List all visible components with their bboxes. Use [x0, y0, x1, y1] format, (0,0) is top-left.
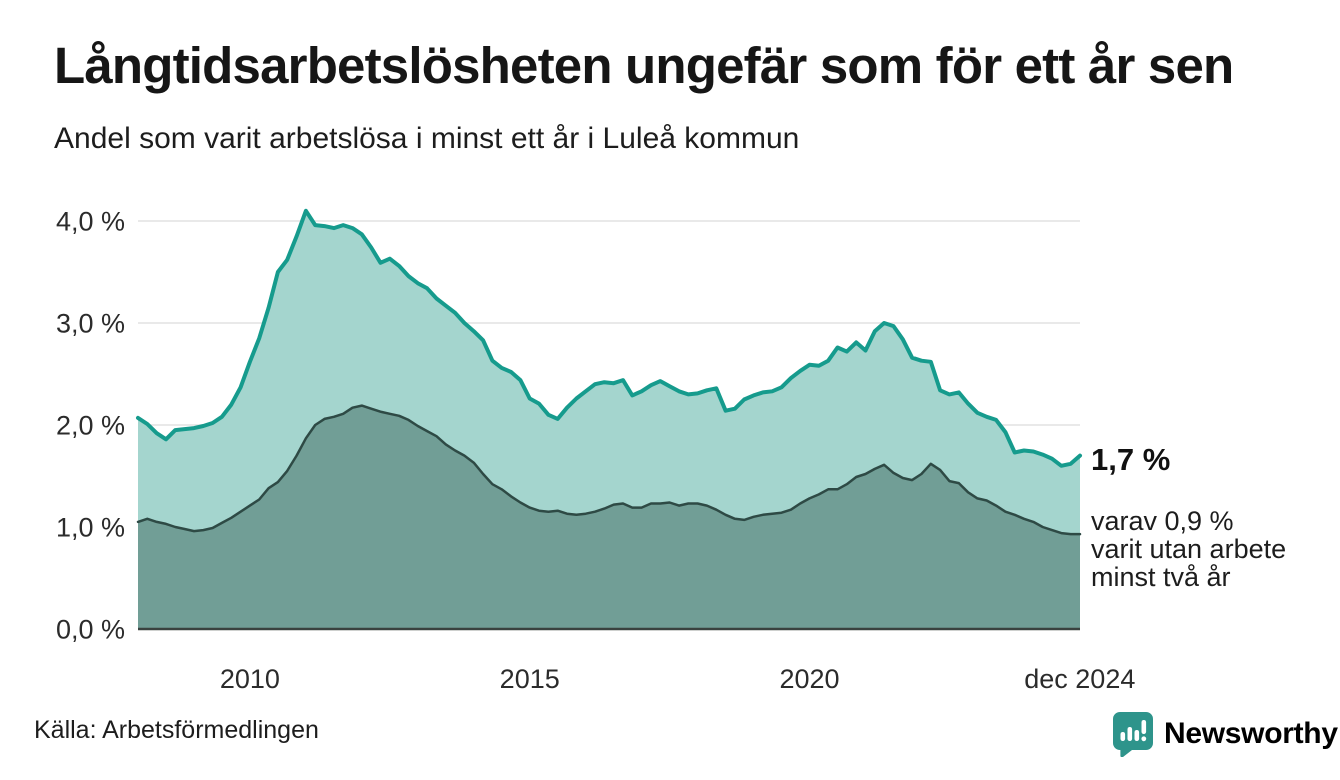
y-tick-label: 1,0 % [56, 513, 125, 543]
newsworthy-bubble-icon [1113, 712, 1153, 757]
source-credit: Källa: Arbetsförmedlingen [34, 716, 319, 744]
x-tick-label: 2010 [220, 664, 280, 694]
area-two-years [138, 405, 1080, 629]
latest-value-label: 1,7 % [1091, 442, 1171, 477]
detail-line: varit utan arbete [1091, 534, 1287, 564]
y-tick-label: 2,0 % [56, 411, 125, 441]
newsworthy-logo[interactable]: Newsworthy [1112, 710, 1338, 758]
y-tick-label: 3,0 % [56, 309, 125, 339]
x-tick-label: dec 2024 [1024, 664, 1135, 694]
line-two-years [136, 404, 1082, 536]
detail-line: minst två år [1091, 562, 1231, 592]
y-tick-label: 4,0 % [56, 207, 125, 237]
brand-name: Newsworthy [1164, 717, 1338, 750]
chart-subtitle: Andel som varit arbetslösa i minst ett å… [54, 122, 800, 155]
x-tick-label: 2015 [500, 664, 560, 694]
x-tick-label: 2020 [779, 664, 839, 694]
latest-value-detail: varav 0,9 % varit utan arbete minst två … [1091, 507, 1340, 591]
detail-line: varav 0,9 % [1091, 506, 1234, 536]
latest-value-annotation: 1,7 % varav 0,9 % varit utan arbete mins… [1091, 442, 1340, 591]
y-tick-label: 0,0 % [56, 615, 125, 645]
line-one-year [136, 208, 1082, 468]
page-title: Långtidsarbetslösheten ungefär som för e… [54, 37, 1234, 94]
